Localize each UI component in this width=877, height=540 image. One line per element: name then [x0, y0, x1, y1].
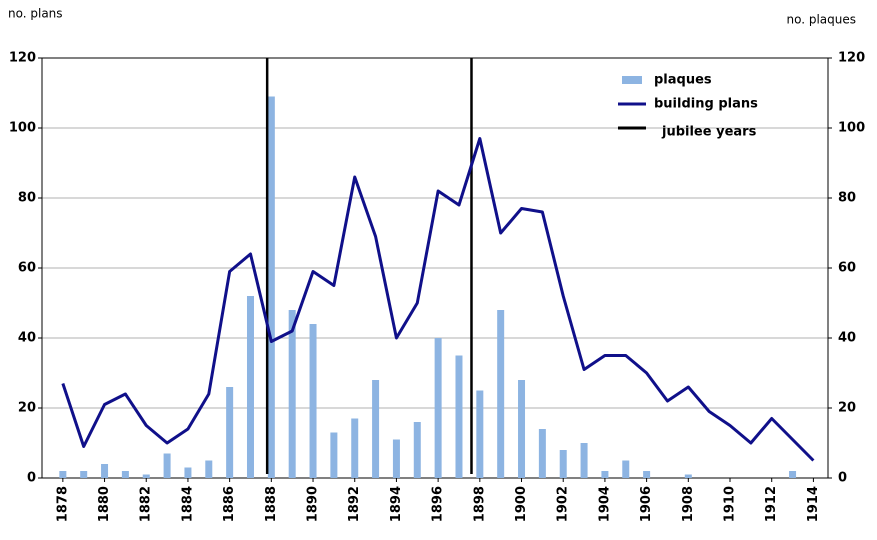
y2-tick-label: 20: [838, 401, 856, 416]
x-tick-label: 1882: [139, 486, 154, 522]
y-tick-label: 0: [27, 471, 36, 486]
x-tick-label: 1906: [639, 486, 654, 522]
bar: [497, 310, 505, 478]
y-tick-label: 40: [18, 331, 36, 346]
x-tick-label: 1904: [597, 486, 612, 522]
x-tick-label: 1896: [431, 486, 446, 522]
bar: [413, 422, 421, 478]
x-tick-label: 1894: [389, 486, 404, 522]
bar: [121, 471, 129, 478]
x-tick-label: 1880: [97, 486, 112, 522]
bar: [538, 429, 546, 478]
bar: [434, 338, 442, 478]
x-tick-label: 1890: [306, 486, 321, 522]
x-tick-label: 1908: [681, 486, 696, 522]
x-tick-label: 1900: [514, 486, 529, 522]
legend-label: jubilee years: [661, 125, 757, 140]
y-axis-label: no. plans: [8, 7, 63, 21]
x-tick-label: 1892: [347, 486, 362, 522]
bar: [580, 443, 588, 478]
x-tick-label: 1888: [264, 486, 279, 522]
y2-tick-label: 40: [838, 331, 856, 346]
bar: [622, 460, 630, 478]
x-tick-label: 1878: [55, 486, 70, 522]
y2-tick-label: 0: [838, 471, 847, 486]
bar: [288, 310, 296, 478]
y2-tick-label: 120: [838, 51, 865, 66]
y-tick-label: 60: [18, 261, 36, 276]
bar: [476, 390, 484, 478]
y-tick-label: 120: [9, 51, 36, 66]
bar: [80, 471, 88, 478]
bar: [684, 474, 692, 478]
legend-label: building plans: [654, 97, 758, 112]
y-tick-label: 100: [9, 121, 36, 136]
bar: [101, 464, 109, 478]
x-tick-label: 1886: [222, 486, 237, 522]
bar: [789, 471, 797, 478]
y2-tick-label: 80: [838, 191, 856, 206]
y2-axis-label: no. plaques: [786, 13, 856, 27]
x-tick-label: 1912: [764, 486, 779, 522]
bar: [142, 474, 150, 478]
bar: [643, 471, 651, 478]
bar: [601, 471, 609, 478]
bar: [392, 439, 400, 478]
bar: [184, 467, 192, 478]
legend-swatch: [622, 76, 642, 84]
y2-tick-label: 60: [838, 261, 856, 276]
x-tick-label: 1902: [556, 486, 571, 522]
bar: [372, 380, 380, 478]
bar: [59, 471, 67, 478]
legend-label: plaques: [654, 73, 712, 88]
bar: [351, 418, 359, 478]
x-tick-label: 1884: [180, 486, 195, 522]
y2-tick-label: 100: [838, 121, 865, 136]
bar: [330, 432, 338, 478]
bar: [226, 387, 234, 478]
x-tick-label: 1898: [472, 486, 487, 522]
y-tick-label: 80: [18, 191, 36, 206]
bar: [205, 460, 213, 478]
bar: [246, 296, 254, 478]
bar: [163, 453, 171, 478]
bar: [518, 380, 526, 478]
y-tick-label: 20: [18, 401, 36, 416]
x-tick-label: 1910: [723, 486, 738, 522]
bar: [559, 450, 567, 478]
bar: [455, 355, 463, 478]
bar: [309, 324, 317, 478]
bar: [267, 96, 275, 478]
line: [61, 137, 815, 462]
x-tick-label: 1914: [806, 486, 821, 522]
